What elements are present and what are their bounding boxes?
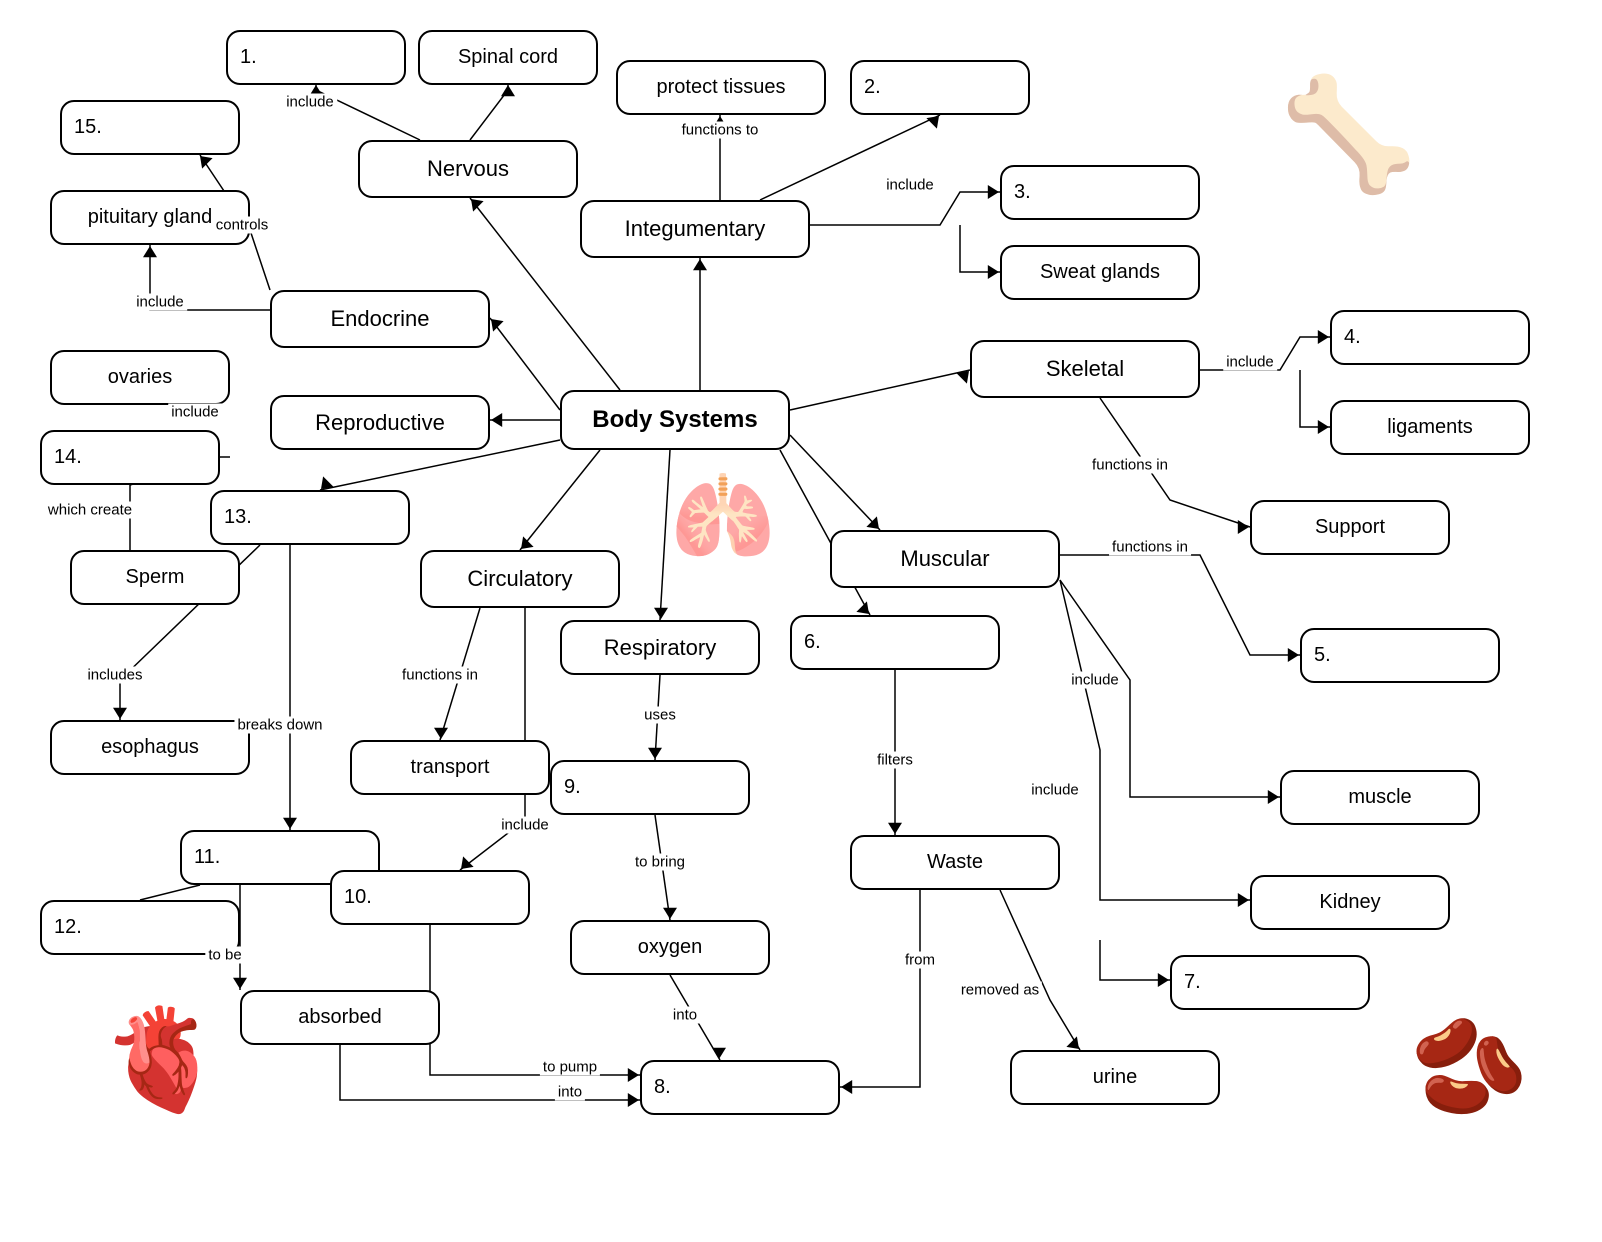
- node-circ: Circulatory: [420, 550, 620, 608]
- edge-label: which create: [45, 502, 135, 519]
- node-n3: 3.: [1000, 165, 1200, 220]
- node-esoph: esophagus: [50, 720, 250, 775]
- edge-label: include: [133, 294, 187, 311]
- node-muscle: muscle: [1280, 770, 1480, 825]
- edge-label: functions in: [1109, 539, 1191, 556]
- edge-label: uses: [641, 707, 679, 724]
- node-n8: 8.: [640, 1060, 840, 1115]
- node-n2: 2.: [850, 60, 1030, 115]
- node-n14: 14.: [40, 430, 220, 485]
- node-n4: 4.: [1330, 310, 1530, 365]
- node-skeletal: Skeletal: [970, 340, 1200, 398]
- edge-label: from: [902, 952, 938, 969]
- edge-label: include: [283, 94, 337, 111]
- edge-label: controls: [213, 217, 272, 234]
- node-sperm: Sperm: [70, 550, 240, 605]
- edge-label: into: [555, 1084, 585, 1101]
- node-sweat: Sweat glands: [1000, 245, 1200, 300]
- node-ovaries: ovaries: [50, 350, 230, 405]
- edge-label: include: [498, 817, 552, 834]
- node-waste: Waste: [850, 835, 1060, 890]
- node-kidney: Kidney: [1250, 875, 1450, 930]
- node-support: Support: [1250, 500, 1450, 555]
- edge-label: breaks down: [234, 717, 325, 734]
- edge-label: include: [883, 177, 937, 194]
- edge-label: removed as: [958, 982, 1042, 999]
- edge-label: includes: [84, 667, 145, 684]
- bone-icon: 🦴: [1280, 80, 1417, 190]
- node-urine: urine: [1010, 1050, 1220, 1105]
- edge-label: to bring: [632, 854, 688, 871]
- kidney-icon: 🫘: [1410, 1020, 1528, 1115]
- edge-label: into: [670, 1007, 700, 1024]
- edge-label: to be: [205, 947, 244, 964]
- edge-label: functions to: [679, 122, 762, 139]
- node-n15: 15.: [60, 100, 240, 155]
- edge-label: functions in: [1089, 457, 1171, 474]
- node-n5: 5.: [1300, 628, 1500, 683]
- node-oxygen: oxygen: [570, 920, 770, 975]
- edge-label: include: [1028, 782, 1082, 799]
- node-nervous: Nervous: [358, 140, 578, 198]
- node-transport: transport: [350, 740, 550, 795]
- edge-label: include: [1223, 354, 1277, 371]
- node-endocrine: Endocrine: [270, 290, 490, 348]
- node-n1: 1.: [226, 30, 406, 85]
- node-n10: 10.: [330, 870, 530, 925]
- edge-label: include: [1068, 672, 1122, 689]
- node-n9: 9.: [550, 760, 750, 815]
- node-integ: Integumentary: [580, 200, 810, 258]
- node-center: Body Systems: [560, 390, 790, 450]
- node-muscular: Muscular: [830, 530, 1060, 588]
- edge-label: functions in: [399, 667, 481, 684]
- node-reprod: Reproductive: [270, 395, 490, 450]
- node-n6: 6.: [790, 615, 1000, 670]
- node-absorb: absorbed: [240, 990, 440, 1045]
- node-protect: protect tissues: [616, 60, 826, 115]
- node-n7: 7.: [1170, 955, 1370, 1010]
- edge-label: include: [168, 404, 222, 421]
- edge-label: to pump: [540, 1059, 600, 1076]
- edge-label: filters: [874, 752, 916, 769]
- node-spinal: Spinal cord: [418, 30, 598, 85]
- node-n13: 13.: [210, 490, 410, 545]
- node-ligaments: ligaments: [1330, 400, 1530, 455]
- lungs-icon: 🫁: [670, 475, 776, 560]
- liver-icon: 🫀: [100, 1010, 225, 1110]
- node-resp: Respiratory: [560, 620, 760, 675]
